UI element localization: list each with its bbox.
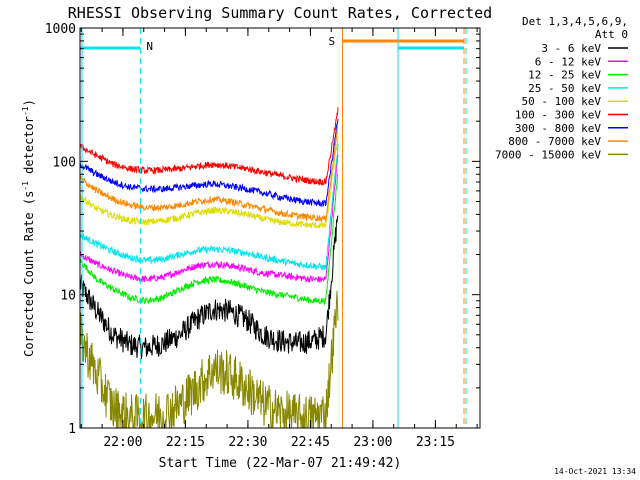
y-axis-label-sup1: -1: [21, 181, 30, 191]
y-axis-label-main: Corrected Count Rate (s: [22, 191, 36, 357]
x-tick-label: 22:15: [166, 435, 205, 450]
x-axis-label: Start Time (22-Mar-07 21:49:42): [159, 456, 402, 471]
x-tick-label: 23:15: [416, 435, 455, 450]
legend-label-8: 800 - 7000 keV: [508, 135, 601, 148]
legend-header-line-2: Att 0: [595, 28, 628, 41]
plot-frame: [79, 27, 481, 429]
x-axis: 22:00 22:15 22:30 22:45 23:00 23:15: [80, 28, 478, 450]
y-tick-label: 10: [60, 289, 76, 304]
y-tick-label: 1000: [45, 22, 76, 37]
series-line-6: [79, 107, 339, 187]
timestamp: 14-Oct-2021 13:34: [554, 467, 636, 476]
legend-header-line-1: Det 1,3,4,5,6,9,: [522, 15, 628, 28]
y-axis: 1 10 100 1000: [45, 22, 480, 437]
x-tick-label: 23:00: [353, 435, 392, 450]
n-marker-label: N: [146, 40, 153, 53]
legend-label-5: 50 - 100 keV: [522, 95, 602, 108]
legend-label-6: 100 - 300 keV: [515, 109, 601, 122]
legend-label-7: 300 - 800 keV: [515, 122, 601, 135]
series-line-7: [79, 118, 339, 208]
x-tick-label: 22:30: [228, 435, 267, 450]
x-tick-label: 22:00: [103, 435, 142, 450]
series-line-8: [79, 123, 339, 223]
series-line-4: [79, 144, 339, 271]
legend-label-9: 7000 - 15000 keV: [495, 148, 601, 161]
series-line-2: [79, 154, 339, 284]
y-axis-label-mid: detector: [22, 116, 36, 181]
series-line-9: [79, 290, 339, 430]
series-line-1: [79, 215, 339, 359]
series-line-3: [79, 173, 339, 306]
y-axis-label-end: ): [22, 99, 36, 106]
legend-label-3: 12 - 25 keV: [528, 69, 601, 82]
legend-label-4: 25 - 50 keV: [528, 82, 601, 95]
chart-title: RHESSI Observing Summary Count Rates, Co…: [68, 4, 492, 22]
series-layer: [79, 107, 339, 430]
series-line-5: [79, 136, 339, 229]
legend-label-2: 6 - 12 keV: [535, 55, 602, 68]
y-tick-label: 100: [53, 155, 76, 170]
y-axis-label-sup2: -1: [21, 106, 30, 116]
s-marker-label: S: [329, 35, 336, 48]
x-tick-label: 22:45: [291, 435, 330, 450]
y-axis-label: Corrected Count Rate (s-1 detector-1): [21, 99, 36, 357]
y-tick-label: 1: [68, 422, 76, 437]
legend-label-1: 3 - 6 keV: [541, 42, 601, 55]
